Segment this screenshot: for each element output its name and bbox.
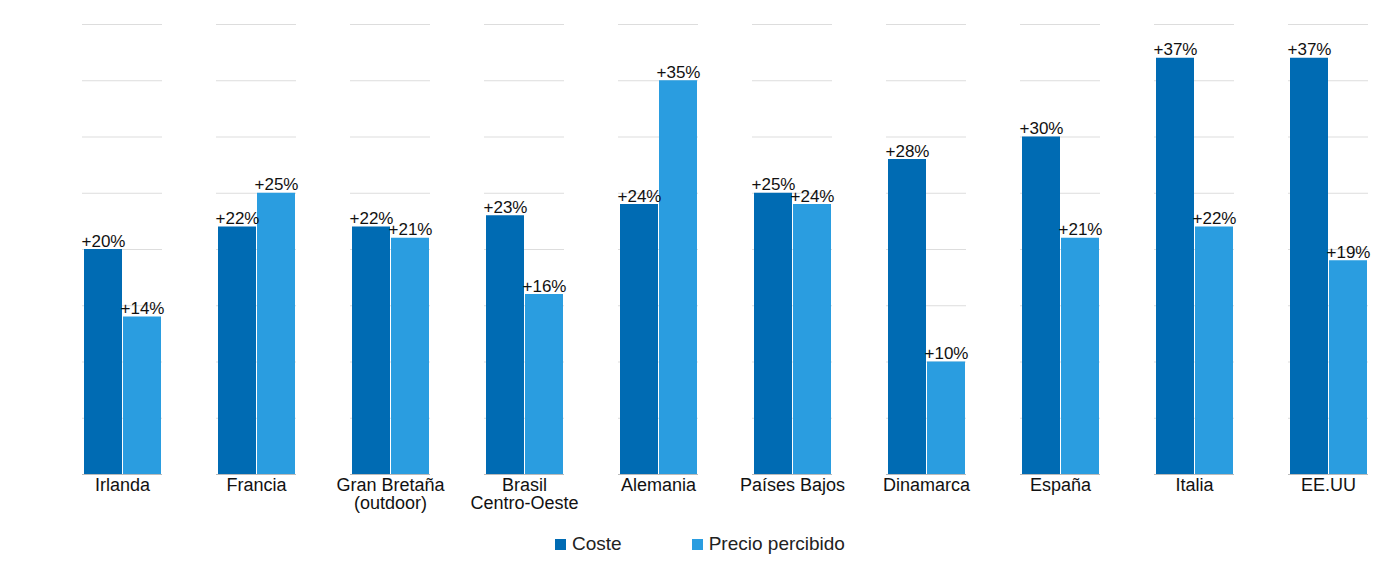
- html-text:Coste: Coste: [572, 533, 622, 554]
- svg-text:+21%: +21%: [1059, 220, 1103, 239]
- svg-text:BrasilCentro-Oeste: BrasilCentro-Oeste: [470, 475, 578, 513]
- svg-text:Alemania: Alemania: [621, 475, 697, 495]
- svg-text:Gran Bretaña(outdoor): Gran Bretaña(outdoor): [336, 475, 445, 513]
- svg-text:+24%: +24%: [618, 187, 662, 206]
- svg-text:+37%: +37%: [1288, 40, 1332, 59]
- svg-text:EE.UU: EE.UU: [1301, 475, 1356, 495]
- svg-text:+22%: +22%: [216, 209, 260, 228]
- svg-text:+20%: +20%: [82, 232, 126, 251]
- svg-text:+25%: +25%: [255, 175, 299, 194]
- svg-text:Italia: Italia: [1175, 475, 1214, 495]
- svg-text:+10%: +10%: [925, 344, 969, 363]
- svg-text:+25%: +25%: [752, 175, 796, 194]
- svg-text:+22%: +22%: [350, 209, 394, 228]
- svg-text:+30%: +30%: [1020, 119, 1064, 138]
- svg-text:Países Bajos: Países Bajos: [740, 475, 845, 495]
- svg-text:Francia: Francia: [226, 475, 287, 495]
- svg-text:+28%: +28%: [886, 142, 930, 161]
- svg-text:Dinamarca: Dinamarca: [883, 475, 971, 495]
- svg-text:Irlanda: Irlanda: [95, 475, 151, 495]
- svg-text:+35%: +35%: [657, 63, 701, 82]
- svg-text:+16%: +16%: [523, 277, 567, 296]
- svg-text:+21%: +21%: [389, 220, 433, 239]
- svg-text:España: España: [1030, 475, 1092, 495]
- html-text:Precio percibido: Precio percibido: [708, 533, 845, 554]
- svg-text:+14%: +14%: [121, 299, 165, 318]
- svg-text:+24%: +24%: [791, 187, 835, 206]
- svg-text:+19%: +19%: [1327, 243, 1371, 262]
- svg-text:+22%: +22%: [1193, 209, 1237, 228]
- svg-text:+37%: +37%: [1154, 40, 1198, 59]
- svg-text:+23%: +23%: [484, 198, 528, 217]
